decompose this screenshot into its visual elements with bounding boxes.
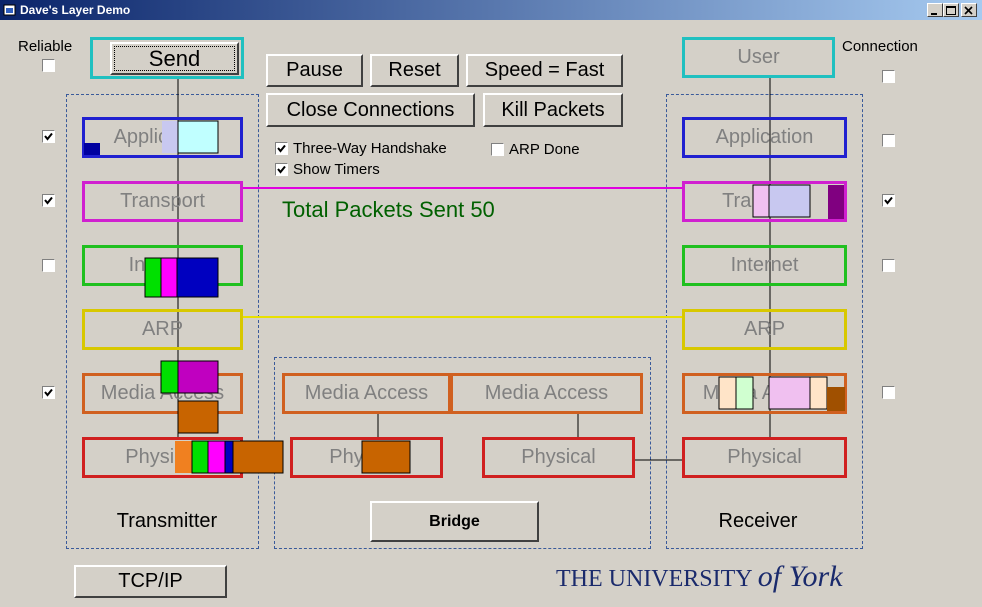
reliable-checkbox[interactable] — [42, 130, 55, 143]
reliable-checkbox[interactable] — [42, 259, 55, 272]
reset-button[interactable]: Reset — [370, 54, 459, 87]
university-logo: THE UNIVERSITY of York — [556, 560, 843, 594]
layer-box: Media Access — [282, 373, 451, 414]
layer-box: Internet — [82, 245, 243, 286]
transmitter-group — [66, 94, 259, 549]
layer-box: Physical — [682, 437, 847, 478]
close-button[interactable] — [961, 3, 977, 17]
close-connections-button[interactable]: Close Connections — [266, 93, 475, 127]
logo-script: of York — [757, 560, 843, 593]
layer-box: Transport — [82, 181, 243, 222]
layer-box: Physical — [82, 437, 243, 478]
connection-header: Connection — [842, 38, 918, 55]
reliable-checkbox[interactable] — [42, 59, 55, 72]
layer-box: User — [682, 37, 835, 78]
speed-button[interactable]: Speed = Fast — [466, 54, 623, 87]
connection-checkbox[interactable] — [882, 134, 895, 147]
reliable-checkbox[interactable] — [42, 386, 55, 399]
logo-main: THE UNIVERSITY — [556, 566, 752, 592]
layer-box: Physical — [482, 437, 635, 478]
send-button[interactable]: Send — [110, 42, 239, 75]
minimize-button[interactable] — [927, 3, 943, 17]
send-frame — [90, 37, 244, 79]
bridge-button[interactable]: Bridge — [370, 501, 539, 542]
option-label: Show Timers — [293, 161, 380, 178]
receiver-label: Receiver — [718, 510, 798, 532]
reliable-header: Reliable — [18, 38, 73, 55]
receiver-group — [666, 94, 863, 549]
option-label: Three-Way Handshake — [293, 140, 447, 157]
layer-box: Transport — [682, 181, 847, 222]
transmitter-label: Transmitter — [116, 510, 218, 532]
option-checkbox[interactable] — [275, 142, 288, 155]
option-checkbox[interactable] — [491, 143, 504, 156]
layer-box: Physical — [290, 437, 443, 478]
connection-checkbox[interactable] — [882, 259, 895, 272]
layer-box: Media Access — [450, 373, 643, 414]
pause-button[interactable]: Pause — [266, 54, 363, 87]
layer-box: ARP — [682, 309, 847, 350]
window-title: Dave's Layer Demo — [20, 3, 131, 17]
maximize-button[interactable] — [943, 3, 959, 17]
layer-box: Application — [82, 117, 243, 158]
option-label: ARP Done — [509, 141, 580, 158]
layer-box: Media Access — [82, 373, 243, 414]
title-bar: Dave's Layer Demo — [0, 0, 982, 20]
connection-checkbox[interactable] — [882, 70, 895, 83]
layer-box: Media Access — [682, 373, 847, 414]
layer-box: Application — [682, 117, 847, 158]
app-icon — [3, 4, 16, 16]
option-checkbox[interactable] — [275, 163, 288, 176]
layer-box: ARP — [82, 309, 243, 350]
connection-checkbox[interactable] — [882, 386, 895, 399]
layer-box: Internet — [682, 245, 847, 286]
kill-packets-button[interactable]: Kill Packets — [483, 93, 623, 127]
packet-count: Total Packets Sent 50 — [282, 197, 495, 222]
connection-checkbox[interactable] — [882, 194, 895, 207]
reliable-checkbox[interactable] — [42, 194, 55, 207]
tcpip-button[interactable]: TCP/IP — [74, 565, 227, 598]
